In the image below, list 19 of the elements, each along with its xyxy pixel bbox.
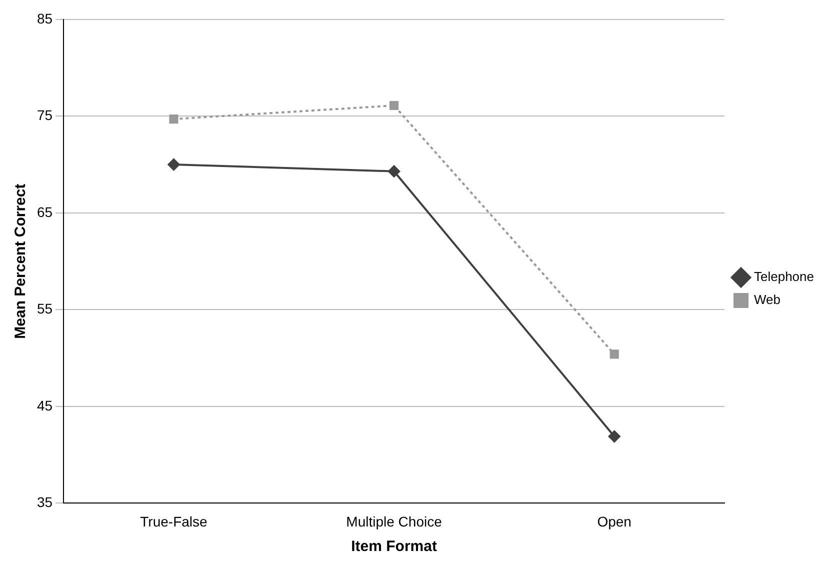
x-tick-label: True-False xyxy=(140,513,208,530)
point xyxy=(608,430,620,442)
legend-label: Telephone xyxy=(754,269,814,284)
point xyxy=(390,100,399,110)
y-tick-label: 85 xyxy=(36,10,53,26)
y-tick-label: 55 xyxy=(36,300,53,317)
x-tick-label: Open xyxy=(597,513,632,530)
y-tick-label: 65 xyxy=(36,204,53,220)
y-axis-title: Mean Percent Correct xyxy=(12,184,30,339)
point xyxy=(168,158,180,171)
y-tick-label: 75 xyxy=(36,107,53,124)
point xyxy=(388,165,400,178)
x-tick-label: Multiple Choice xyxy=(346,513,442,530)
y-tick-label: 35 xyxy=(36,494,53,510)
legend-label: Web xyxy=(754,292,780,308)
point xyxy=(610,350,619,359)
y-tick-label: 45 xyxy=(36,397,53,414)
x-axis-title: Item Format xyxy=(351,538,437,556)
point xyxy=(169,114,178,124)
